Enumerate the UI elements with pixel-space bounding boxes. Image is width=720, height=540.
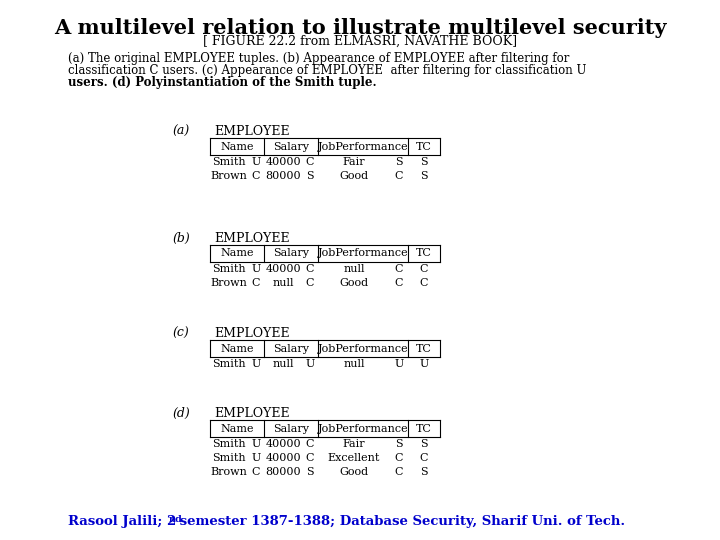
Text: C: C — [395, 278, 403, 288]
Text: TC: TC — [416, 423, 432, 434]
Text: EMPLOYEE: EMPLOYEE — [214, 125, 289, 138]
Text: Name: Name — [220, 141, 253, 152]
Text: Name: Name — [220, 343, 253, 354]
Text: users. (d) Polyinstantiation of the Smith tuple.: users. (d) Polyinstantiation of the Smit… — [68, 76, 377, 89]
Text: TC: TC — [416, 248, 432, 259]
Text: U: U — [251, 359, 261, 369]
Text: JobPerformance: JobPerformance — [318, 248, 408, 259]
Text: Salary: Salary — [273, 141, 309, 152]
Text: 40000: 40000 — [265, 264, 301, 274]
Text: Good: Good — [339, 171, 369, 181]
Text: C: C — [306, 278, 314, 288]
Text: C: C — [252, 467, 260, 477]
Text: Fair: Fair — [343, 439, 365, 449]
Text: TC: TC — [416, 343, 432, 354]
Text: JobPerformance: JobPerformance — [318, 343, 408, 354]
Text: semester 1387-1388; Database Security, Sharif Uni. of Tech.: semester 1387-1388; Database Security, S… — [175, 516, 625, 529]
Text: C: C — [252, 278, 260, 288]
Text: nd: nd — [169, 515, 183, 523]
Text: S: S — [306, 171, 314, 181]
Text: 40000: 40000 — [265, 439, 301, 449]
Text: C: C — [306, 264, 314, 274]
Text: U: U — [251, 157, 261, 167]
Text: Smith: Smith — [212, 157, 246, 167]
Text: (a): (a) — [172, 125, 189, 138]
Text: S: S — [420, 467, 428, 477]
Text: C: C — [420, 278, 428, 288]
Text: U: U — [305, 359, 315, 369]
Text: 40000: 40000 — [265, 157, 301, 167]
Text: U: U — [419, 359, 428, 369]
Text: 80000: 80000 — [265, 171, 301, 181]
Text: C: C — [395, 467, 403, 477]
Text: Name: Name — [220, 423, 253, 434]
Text: Rasool Jalili; 2: Rasool Jalili; 2 — [68, 516, 176, 529]
Text: U: U — [251, 439, 261, 449]
Text: Brown: Brown — [210, 467, 248, 477]
Text: (d): (d) — [172, 407, 190, 420]
Text: C: C — [306, 157, 314, 167]
Text: classification C users. (c) Appearance of EMPLOYEE  after filtering for classifi: classification C users. (c) Appearance o… — [68, 64, 586, 77]
Text: S: S — [420, 157, 428, 167]
Text: (a) The original EMPLOYEE tuples. (b) Appearance of EMPLOYEE after filtering for: (a) The original EMPLOYEE tuples. (b) Ap… — [68, 52, 570, 65]
Text: Salary: Salary — [273, 248, 309, 259]
Text: null: null — [272, 359, 294, 369]
Text: null: null — [343, 264, 365, 274]
Text: EMPLOYEE: EMPLOYEE — [214, 327, 289, 340]
Text: JobPerformance: JobPerformance — [318, 141, 408, 152]
Text: JobPerformance: JobPerformance — [318, 423, 408, 434]
Text: S: S — [395, 157, 402, 167]
Text: Brown: Brown — [210, 171, 248, 181]
Text: TC: TC — [416, 141, 432, 152]
Text: C: C — [252, 171, 260, 181]
Text: (c): (c) — [172, 327, 189, 340]
Text: C: C — [306, 453, 314, 463]
Text: Excellent: Excellent — [328, 453, 380, 463]
Text: Smith: Smith — [212, 264, 246, 274]
Text: [ FIGURE 22.2 from ELMASRI, NAVATHE BOOK]: [ FIGURE 22.2 from ELMASRI, NAVATHE BOOK… — [203, 35, 517, 48]
Text: C: C — [395, 453, 403, 463]
Text: Good: Good — [339, 278, 369, 288]
Text: C: C — [395, 171, 403, 181]
Text: null: null — [343, 359, 365, 369]
Text: (b): (b) — [172, 232, 190, 245]
Text: S: S — [420, 439, 428, 449]
Text: Fair: Fair — [343, 157, 365, 167]
Text: U: U — [395, 359, 404, 369]
Text: U: U — [251, 453, 261, 463]
Text: C: C — [420, 453, 428, 463]
Text: Smith: Smith — [212, 453, 246, 463]
Text: C: C — [306, 439, 314, 449]
Text: Smith: Smith — [212, 439, 246, 449]
Text: S: S — [306, 467, 314, 477]
Text: 80000: 80000 — [265, 467, 301, 477]
Text: EMPLOYEE: EMPLOYEE — [214, 232, 289, 245]
Text: Smith: Smith — [212, 359, 246, 369]
Text: C: C — [395, 264, 403, 274]
Text: Salary: Salary — [273, 343, 309, 354]
Text: EMPLOYEE: EMPLOYEE — [214, 407, 289, 420]
Text: Name: Name — [220, 248, 253, 259]
Text: C: C — [420, 264, 428, 274]
Text: U: U — [251, 264, 261, 274]
Text: 40000: 40000 — [265, 453, 301, 463]
Text: S: S — [395, 439, 402, 449]
Text: null: null — [272, 278, 294, 288]
Text: Good: Good — [339, 467, 369, 477]
Text: A multilevel relation to illustrate multilevel security: A multilevel relation to illustrate mult… — [54, 18, 666, 38]
Text: Salary: Salary — [273, 423, 309, 434]
Text: S: S — [420, 171, 428, 181]
Text: Brown: Brown — [210, 278, 248, 288]
